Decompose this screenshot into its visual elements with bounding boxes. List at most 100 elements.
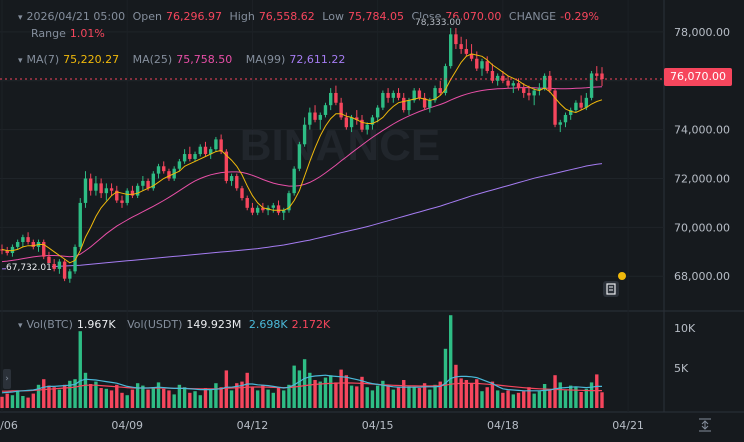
candle <box>182 149 187 164</box>
ma-legend: ▾ MA(7) 75,220.27 MA(25) 75,758.50 MA(99) 72… <box>18 53 349 66</box>
candle-body <box>0 249 4 251</box>
volume-bar <box>193 391 197 408</box>
candle <box>558 119 562 133</box>
candle <box>537 83 542 96</box>
price-tick-label: 74,000.00 <box>674 124 730 137</box>
candle-body <box>151 173 155 189</box>
candle-body <box>558 122 562 125</box>
volume-bar <box>386 384 390 408</box>
drawing-tool-icon[interactable] <box>603 281 619 297</box>
ma7-label: MA(7) <box>26 53 60 66</box>
candle-body <box>297 144 302 169</box>
volume-bar <box>250 387 255 408</box>
ma99-path <box>1 163 603 270</box>
fit-chart-icon[interactable] <box>695 416 715 434</box>
candle-body <box>480 61 484 69</box>
volume-bar <box>99 388 103 408</box>
price-tick-label: 78,000.00 <box>674 26 730 39</box>
volume-bar <box>506 390 510 408</box>
vol-ma1-value: 2.698K <box>248 318 288 331</box>
volume-bar <box>125 395 129 408</box>
volume-bar <box>527 387 531 408</box>
candle-body <box>475 58 479 69</box>
candle <box>412 88 416 103</box>
ma99-label: MA(99) <box>245 53 286 66</box>
volume-bar <box>344 375 349 408</box>
volume-bar <box>469 383 474 408</box>
candle <box>579 95 583 111</box>
volume-bar <box>261 384 265 408</box>
candle-body <box>57 261 62 269</box>
volume-bar <box>229 390 234 408</box>
volume-bar <box>26 397 30 408</box>
volume-axis[interactable]: 10K 5K <box>674 322 696 375</box>
ma25-value: 75,758.50 <box>176 53 233 66</box>
candle <box>422 92 427 111</box>
volume-bar <box>162 388 166 408</box>
open-label: Open <box>132 10 163 23</box>
candle-body <box>433 88 437 101</box>
candle-body <box>407 100 411 111</box>
candle-body <box>240 188 244 199</box>
price-axis[interactable]: 78,000.0076,000.0074,000.0072,000.0070,0… <box>674 26 730 283</box>
volume-bar <box>68 380 72 408</box>
ohlc-legend: ▾ 2026/04/21 05:00 Open 76,296.97 High 76,5… <box>18 10 603 23</box>
time-tick-label: 04/06 <box>0 419 18 432</box>
candle <box>250 202 255 216</box>
candle-body <box>344 117 349 128</box>
ma-caret-icon[interactable]: ▾ <box>18 56 23 66</box>
volume-bar <box>172 394 176 408</box>
current-price-tag: 76,070.00 <box>664 68 732 86</box>
candle <box>355 110 359 125</box>
candle-body <box>156 166 161 174</box>
candle-body <box>229 176 234 181</box>
volume-bar <box>245 372 249 408</box>
candle <box>569 107 573 120</box>
candle-body <box>250 207 255 213</box>
candle-body <box>26 237 30 243</box>
candle-body <box>569 110 573 115</box>
vol-caret-icon[interactable]: ▾ <box>18 321 23 331</box>
volume-bar <box>475 379 479 408</box>
vol-usdt-value: 149.923M <box>186 318 242 331</box>
candle <box>438 80 442 96</box>
candle <box>490 63 495 84</box>
candle-body <box>464 48 469 54</box>
expand-left-icon[interactable]: › <box>3 369 11 389</box>
candle-body <box>15 242 20 247</box>
volume-bar <box>454 364 458 408</box>
volume-bar <box>334 382 338 408</box>
volume-bar <box>182 387 187 408</box>
ma99-value: 72,611.22 <box>289 53 346 66</box>
time-axis[interactable]: 04/06 04/09 04/12 04/15 04/18 04/21 <box>0 419 644 432</box>
collapse-caret-icon[interactable]: ▾ <box>18 13 23 23</box>
volume-bar <box>558 382 562 408</box>
ma7-path <box>1 53 603 264</box>
candle-body <box>308 112 312 125</box>
notification-dot-icon[interactable] <box>618 272 626 280</box>
price-tick-label: 68,000.00 <box>674 270 730 283</box>
volume-bar <box>584 388 589 408</box>
candle-body <box>589 73 594 98</box>
volume-bar <box>109 390 114 408</box>
volume-bar <box>511 394 515 408</box>
candle <box>396 88 401 101</box>
candle <box>115 185 119 203</box>
candle-body <box>188 154 192 159</box>
candle <box>203 141 208 157</box>
candle-body <box>219 139 223 152</box>
candle-body <box>318 114 322 120</box>
volume-bar <box>449 315 453 408</box>
volume-bar <box>370 390 375 408</box>
volume-bar <box>522 391 526 408</box>
candle <box>334 85 338 106</box>
volume-bar <box>57 389 62 408</box>
candle <box>318 112 322 130</box>
volume-legend: ▾ Vol(BTC) 1.967K Vol(USDT) 149.923M 2.698K… <box>18 318 334 331</box>
candle <box>135 183 140 199</box>
candle <box>99 178 103 199</box>
candle-body <box>68 271 72 279</box>
candle <box>235 173 239 191</box>
candle <box>449 23 453 69</box>
